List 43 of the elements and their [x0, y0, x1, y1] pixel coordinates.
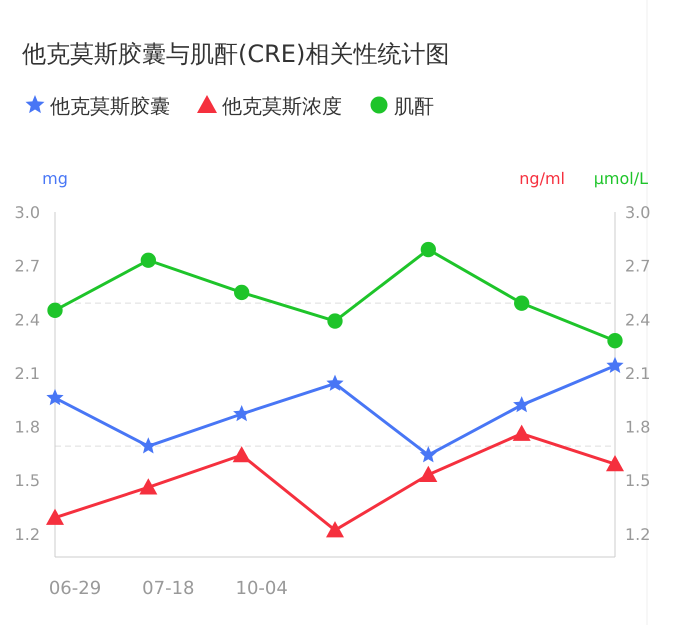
point [46, 508, 64, 525]
y2-tick-label: 2.7 [625, 256, 650, 276]
point [420, 242, 436, 258]
x-tick-label: 06-29 [48, 578, 102, 599]
y2-axis-title: ng/ml [519, 169, 565, 188]
legend-label: 他克莫斯胶囊 [50, 94, 170, 118]
y2-tick-label: 1.2 [625, 524, 650, 544]
legend-label: 他克莫斯浓度 [222, 94, 342, 118]
point [606, 455, 624, 472]
y-tick-label: 1.2 [14, 524, 40, 544]
y-tick-label: 2.4 [14, 310, 40, 330]
point [139, 478, 158, 494]
y-tick-label: 1.5 [14, 471, 40, 490]
x-tick-label: 10-04 [236, 578, 288, 599]
point [326, 374, 344, 391]
y2-tick-label: 1.8 [625, 418, 650, 437]
point [140, 252, 156, 268]
point [512, 424, 531, 441]
point [326, 521, 344, 538]
legend-label: 肌酐 [394, 94, 434, 118]
y2-tick-label: 3.0 [625, 203, 650, 222]
y2-tick-label: 1.5 [625, 471, 650, 490]
point [607, 333, 623, 348]
point [232, 446, 251, 462]
point [46, 388, 64, 406]
point [419, 466, 438, 482]
point [513, 396, 530, 412]
point [420, 446, 437, 462]
y2-tick-label: 2.1 [625, 364, 650, 383]
point [234, 284, 250, 300]
point [327, 313, 343, 329]
y-tick-label: 3.0 [14, 203, 40, 222]
text: μmol/L [594, 169, 648, 188]
y-tick-label: 1.8 [14, 418, 40, 437]
y-tick-label: 2.7 [14, 256, 40, 276]
y-tick-label: 2.1 [14, 364, 40, 383]
y-axis-title: mg [42, 169, 68, 188]
chart-title: 他克莫斯胶囊与肌酐(CRE)相关性统计图 [22, 40, 450, 68]
point [606, 356, 624, 373]
point [47, 302, 63, 318]
x-tick-label: 07-18 [142, 578, 194, 599]
point [514, 296, 530, 311]
y2-tick-label: 2.4 [625, 310, 650, 330]
